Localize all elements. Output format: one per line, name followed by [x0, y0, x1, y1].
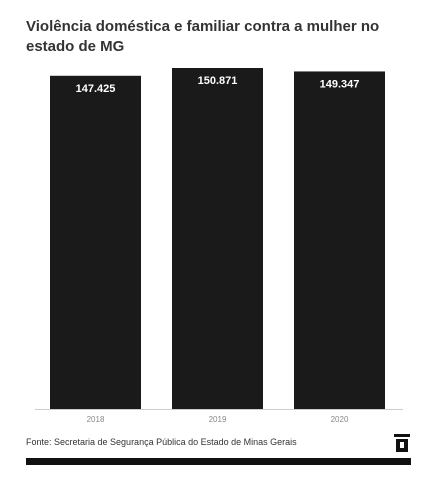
x-tick-labels: 2018 2019 2020	[87, 415, 349, 424]
bar-value-label-2020: 149.347	[320, 78, 360, 90]
bar-2019	[172, 68, 263, 409]
bar-2018	[50, 75, 141, 409]
bar-chart: 147.425 150.871 149.347 2018 2019 2020	[35, 68, 403, 424]
bar-2020	[294, 71, 385, 410]
x-tick-label-2018: 2018	[87, 415, 105, 424]
bars-group: 147.425 150.871 149.347	[50, 68, 385, 410]
bar-value-label-2019: 150.871	[198, 75, 238, 87]
publisher-logo-icon	[394, 434, 410, 452]
x-tick-label-2019: 2019	[209, 415, 227, 424]
x-tick-label-2020: 2020	[331, 415, 349, 424]
bar-value-label-2018: 147.425	[76, 83, 116, 95]
chart-title: Violência doméstica e familiar contra a …	[26, 18, 380, 55]
source-note: Fonte: Secretaria de Segurança Pública d…	[26, 437, 297, 447]
footer-bar	[26, 458, 411, 465]
